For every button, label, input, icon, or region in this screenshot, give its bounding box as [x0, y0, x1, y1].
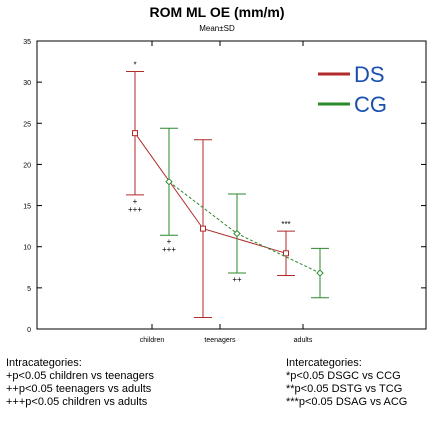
- data-point: [283, 250, 289, 257]
- significance-marker: ***: [281, 220, 290, 229]
- intercategories-line: **p<0.05 DSTG vs TCG: [286, 383, 403, 395]
- y-tick-label: 5: [27, 286, 31, 293]
- plot-frame: [36, 40, 427, 330]
- intracategories-notes: Intracategories: +p<0.05 children vs tee…: [6, 357, 154, 409]
- intracategories-heading: Intracategories:: [6, 357, 82, 369]
- intracategories-line: +++p<0.05 children vs adults: [6, 396, 148, 408]
- chart-title: ROM ML OE (mm/m): [149, 4, 284, 20]
- legend-label: CG: [354, 92, 387, 117]
- y-tick-label: 25: [23, 121, 31, 128]
- x-tick-label: teenagers: [204, 337, 236, 344]
- x-axis: children teenagers adults: [140, 41, 313, 344]
- data-point: [132, 130, 138, 137]
- chart: ROM ML OE (mm/m) Mean±SD 05101520253035 …: [23, 4, 427, 344]
- y-tick-label: 30: [23, 80, 31, 87]
- significance-marker: +: [167, 237, 172, 246]
- y-tick-label: 15: [23, 204, 31, 211]
- intercategories-line: ***p<0.05 DSAG vs ACG: [286, 396, 408, 408]
- data-point: [165, 178, 173, 186]
- data-point: [200, 225, 206, 232]
- y-tick-label: 35: [23, 39, 31, 46]
- intercategories-line: *p<0.05 DSGC vs CCG: [286, 370, 401, 382]
- x-tick-label: children: [140, 337, 165, 344]
- series-ds: [126, 70, 295, 318]
- intracategories-line: +p<0.05 children vs teenagers: [6, 370, 154, 382]
- data-point: [316, 269, 324, 277]
- series-line: [134, 132, 287, 254]
- intercategories-notes: Intercategories: *p<0.05 DSGC vs CCG **p…: [286, 357, 407, 409]
- intercategories-heading: Intercategories:: [286, 357, 362, 369]
- series-cg: [160, 127, 329, 299]
- y-tick-label: 20: [23, 162, 31, 169]
- y-tick-label: 0: [27, 327, 31, 334]
- significance-marker: +++: [128, 205, 142, 214]
- significance-marker: +++: [162, 245, 176, 254]
- significance-marker: *: [133, 60, 136, 69]
- x-tick-label: adults: [294, 337, 313, 344]
- series-line: [168, 181, 321, 274]
- y-tick-label: 10: [23, 245, 31, 252]
- intracategories-line: ++p<0.05 teenagers vs adults: [6, 383, 152, 395]
- series-layer: [126, 70, 329, 318]
- legend: DS CG: [318, 62, 387, 117]
- y-axis: 0 5 10 15 20 25 30 35: [23, 39, 426, 334]
- significance-marker: ++: [232, 275, 242, 284]
- annotation-layer: *++++++++++***: [128, 60, 291, 284]
- chart-subtitle: Mean±SD: [199, 24, 235, 33]
- legend-label: DS: [354, 62, 385, 87]
- data-point: [233, 229, 241, 238]
- significance-marker: +: [133, 197, 138, 206]
